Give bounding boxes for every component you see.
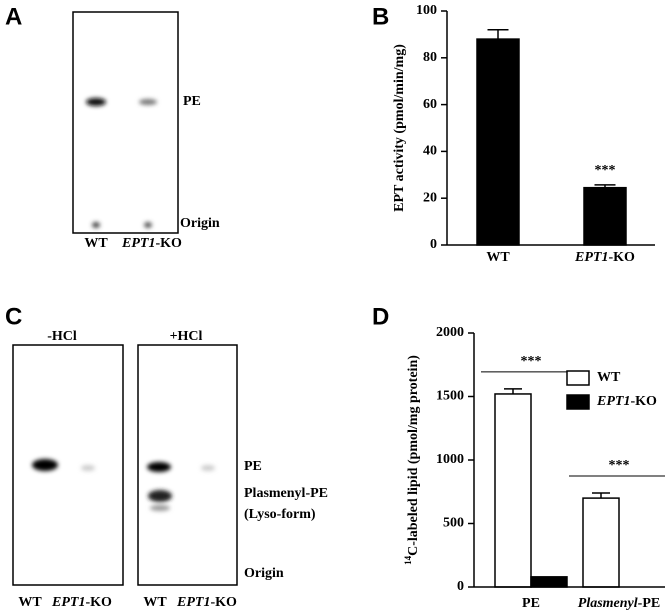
panel-label: D xyxy=(372,303,389,330)
y-axis-title: EPT activity (pmol/min/mg) xyxy=(392,44,407,212)
y-tick-label: 80 xyxy=(423,50,437,65)
band-label: PE xyxy=(244,459,262,474)
y-tick-label: 2000 xyxy=(436,325,464,340)
legend-label: EPT1-KO xyxy=(596,394,657,409)
lane-label: EPT1-KO xyxy=(51,595,112,610)
bar xyxy=(582,497,620,588)
legend-swatch xyxy=(566,394,590,410)
annotation: *** xyxy=(521,354,542,369)
panel-label: C xyxy=(5,303,22,330)
lane-label: EPT1-KO xyxy=(121,236,182,251)
y-tick-label: 20 xyxy=(423,190,437,205)
gel-title: +HCl xyxy=(170,329,203,344)
band-label: (Lyso-form) xyxy=(244,507,316,522)
y-tick-label: 1500 xyxy=(436,389,464,404)
blot-bands xyxy=(86,98,157,228)
band-label: Origin xyxy=(244,566,284,581)
lane-label: WT xyxy=(84,236,108,251)
bar xyxy=(530,576,568,588)
y-tick-label: 500 xyxy=(443,516,464,531)
legend-swatch xyxy=(566,370,590,386)
gel-title: -HCl xyxy=(47,329,77,344)
blot-frame xyxy=(12,344,124,586)
annotation: *** xyxy=(595,163,616,178)
bar xyxy=(583,186,627,246)
y-tick-label: 1000 xyxy=(436,452,464,467)
band-label: PE xyxy=(183,94,201,109)
panel-label: B xyxy=(372,3,389,30)
lane-label: EPT1-KO xyxy=(176,595,237,610)
x-tick-label: WT xyxy=(486,250,510,265)
legend-label: WT xyxy=(597,370,621,385)
y-tick-label: 40 xyxy=(423,144,437,159)
panel-label: A xyxy=(5,3,22,30)
bar xyxy=(494,393,532,588)
blot-frame xyxy=(72,11,179,234)
y-axis-title: 14C-labeled lipid (pmol/mg protein) xyxy=(403,355,421,565)
y-tick-label: 0 xyxy=(430,237,437,252)
lane-label: WT xyxy=(18,595,42,610)
blot-bands xyxy=(32,459,215,511)
x-tick-label: PE xyxy=(522,596,540,611)
x-tick-label: EPT1-KO xyxy=(574,250,635,265)
x-tick-label: Plasmenyl-PE xyxy=(578,596,660,611)
y-tick-label: 60 xyxy=(423,97,437,112)
band-label: Plasmenyl-PE xyxy=(244,486,328,501)
lane-label: WT xyxy=(143,595,167,610)
y-tick-label: 0 xyxy=(457,579,464,594)
bar xyxy=(476,38,520,246)
band-label: Origin xyxy=(180,216,220,231)
annotation: *** xyxy=(609,458,630,473)
y-tick-label: 100 xyxy=(416,3,437,18)
